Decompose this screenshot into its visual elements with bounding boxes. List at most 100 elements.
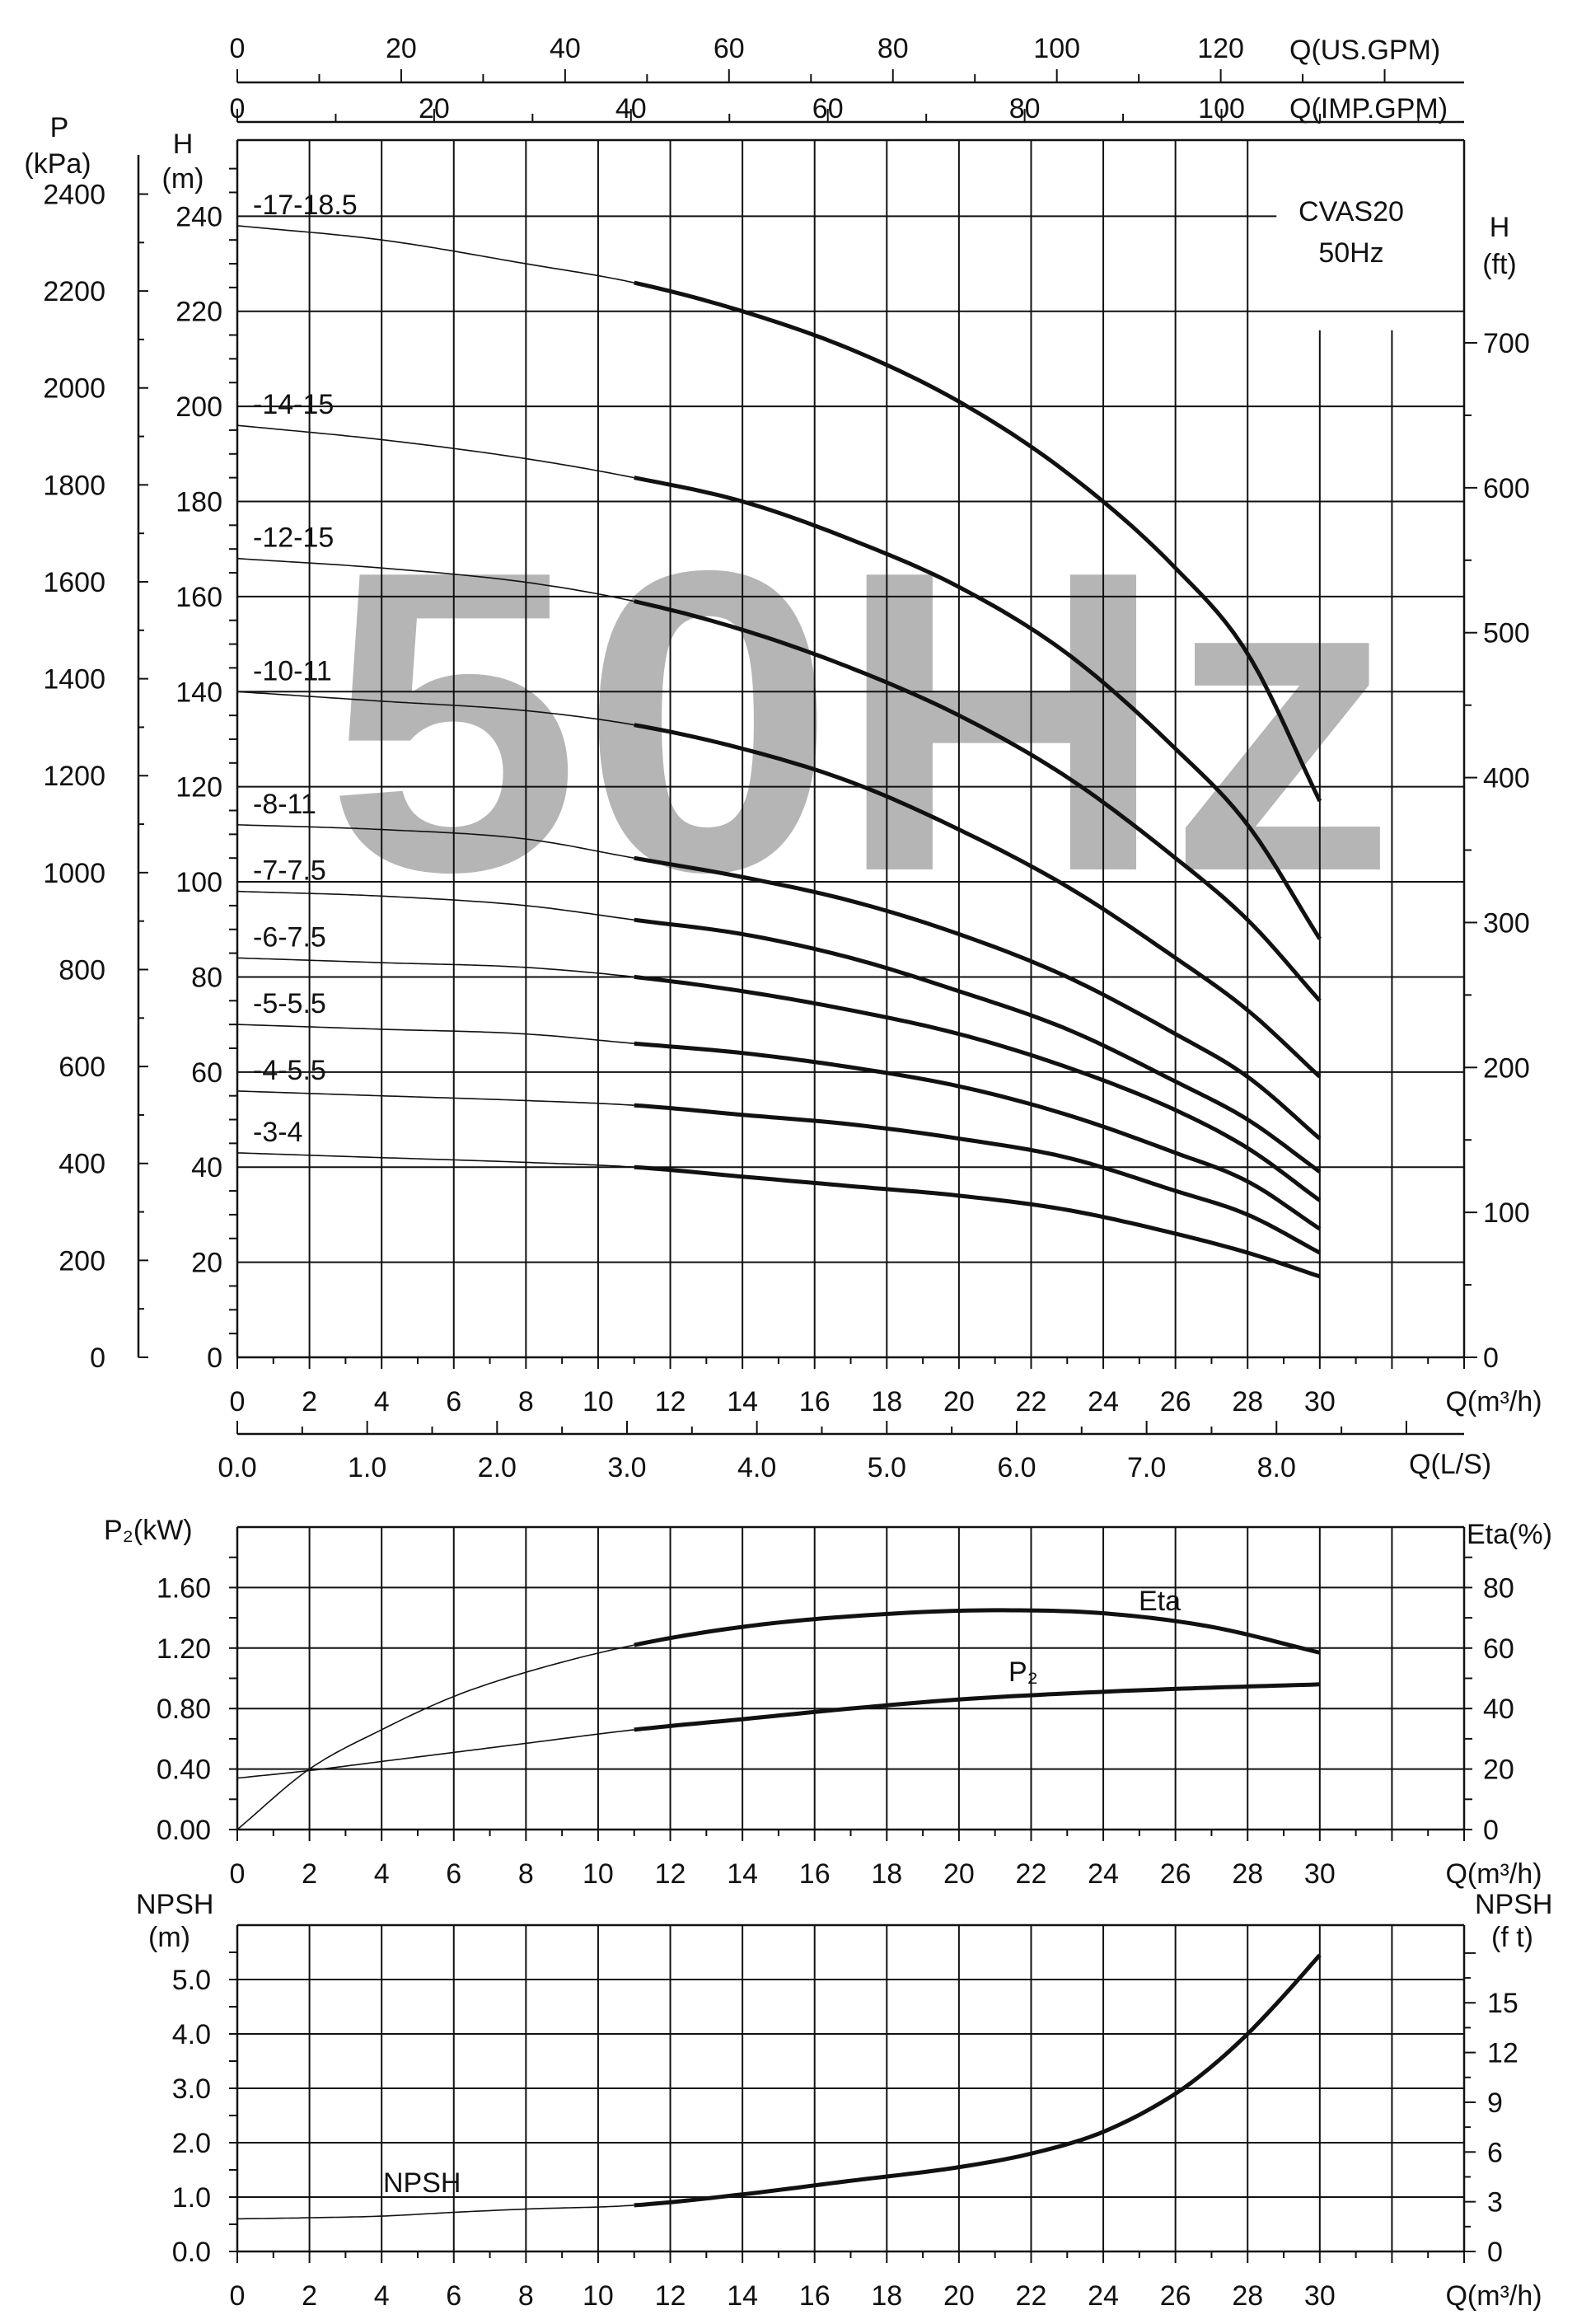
kw-tick-label: 1.20 [157, 1633, 211, 1665]
q-tick-label: 8 [518, 1386, 534, 1417]
feet-tick-label: 500 [1483, 618, 1530, 649]
npsh-ft-tick-label: 6 [1487, 2137, 1503, 2168]
pressure-tick-label: 1000 [43, 858, 105, 889]
pressure-tick-label: 800 [58, 954, 105, 986]
series-label: -8-11 [253, 789, 316, 820]
h-tick-label: 160 [175, 582, 222, 613]
ls-tick-label: 3.0 [607, 1452, 646, 1483]
us-gpm-tick-label: 120 [1197, 33, 1244, 64]
imp-gpm-tick-label: 100 [1198, 93, 1245, 124]
q-tick-label: 20 [943, 1386, 975, 1417]
q-tick-label: 12 [655, 1858, 686, 1890]
q-tick-label: 0 [230, 1386, 246, 1417]
series-label: -14-15 [253, 389, 334, 420]
h-tick-label: 80 [191, 962, 222, 993]
q-tick-label: 14 [727, 1858, 758, 1890]
h-tick-label: 0 [207, 1342, 222, 1374]
q-tick-label: 0 [230, 1858, 246, 1890]
feet-axis-title: H [1490, 212, 1510, 243]
pressure-tick-label: 600 [58, 1052, 105, 1083]
h-tick-label: 100 [175, 867, 222, 898]
q-tick-label: 8 [518, 1858, 534, 1890]
kw-tick-label: 0.00 [157, 1815, 211, 1846]
head-curve7-7-5-thin-segment [236, 890, 634, 921]
head-curve10-11-thin-segment [236, 691, 634, 726]
h-axis-title: H [173, 129, 194, 160]
us-gpm-tick-label: 20 [386, 33, 417, 64]
ls-tick-label: 2.0 [478, 1452, 517, 1483]
h-tick-label: 140 [175, 677, 222, 708]
npsh-chart: 0.01.02.03.04.05.003691215NPSH(m)NPSH(f … [136, 1889, 1552, 2312]
q-tick-label: 26 [1160, 1858, 1191, 1890]
q-tick-label: 4 [374, 1858, 390, 1890]
kw-tick-label: 1.60 [157, 1572, 211, 1604]
curve-npsh-thin-segment [236, 2205, 634, 2220]
h-tick-label: 120 [175, 772, 222, 804]
head-curve14-15-thin-segment [236, 424, 634, 479]
pressure-tick-label: 200 [58, 1245, 105, 1277]
head-curve17-18-5-thin-segment [236, 225, 634, 283]
q-tick-label: 16 [799, 1386, 831, 1417]
h-tick-label: 240 [175, 201, 222, 232]
npsh-m-tick-label: 2.0 [172, 2128, 211, 2159]
npsh-ft-tick-label: 15 [1487, 1988, 1518, 2019]
ls-tick-label: 0.0 [218, 1452, 256, 1483]
q-tick-label: 28 [1232, 1386, 1263, 1417]
npsh-m-tick-label: 4.0 [172, 2019, 211, 2050]
h-tick-label: 60 [191, 1057, 222, 1089]
us-gpm-tick-label: 0 [230, 33, 246, 64]
pressure-tick-label: 400 [58, 1149, 105, 1180]
h-tick-label: 20 [191, 1248, 222, 1279]
feet-tick-label: 700 [1483, 328, 1530, 359]
q-tick-label: 10 [583, 1386, 614, 1417]
ls-axis-title: Q(L/S) [1409, 1449, 1491, 1480]
q-tick-label: 2 [302, 1858, 317, 1890]
head-curve7-7-5-thick-segment [634, 917, 1322, 1174]
curve-eta-thick-segment [634, 1608, 1321, 1655]
q-tick-label: 28 [1232, 1858, 1263, 1890]
eta-tick-label: 80 [1483, 1572, 1514, 1604]
imp-gpm-axis-title: Q(IMP.GPM) [1289, 93, 1448, 124]
pressure-tick-label: 1200 [43, 761, 105, 792]
feet-tick-label: 0 [1483, 1342, 1499, 1374]
pressure-tick-label: 2400 [43, 179, 105, 210]
q-tick-label: 16 [799, 1858, 831, 1890]
q-tick-label: 24 [1088, 2280, 1119, 2312]
q-tick-label: 24 [1088, 1858, 1119, 1890]
ls-tick-label: 6.0 [997, 1452, 1036, 1483]
npsh-m-tick-label: 0.0 [172, 2237, 211, 2268]
head-curve6-7-5-thin-segment [236, 957, 634, 978]
us-gpm-tick-label: 60 [714, 33, 745, 64]
series-label: -3-4 [253, 1117, 302, 1148]
head-curve6-7-5-thick-segment [634, 974, 1322, 1202]
us-gpm-tick-label: 100 [1033, 33, 1080, 64]
npsh-right-axis-title: NPSH [1475, 1889, 1552, 1920]
q-tick-label: 4 [374, 2280, 390, 2312]
h-tick-label: 180 [175, 486, 222, 518]
feet-tick-label: 600 [1483, 473, 1530, 504]
q-tick-label: 26 [1160, 1386, 1191, 1417]
npsh-m-tick-label: 3.0 [172, 2073, 211, 2105]
head-curve-chart: 020406080100120140160180200220240H(m)020… [24, 33, 1542, 1483]
q-axis-title: Q(m³/h) [1445, 1386, 1542, 1417]
q-tick-label: 16 [799, 2280, 831, 2312]
pressure-tick-label: 1800 [43, 470, 105, 501]
npsh-ft-tick-label: 3 [1487, 2187, 1503, 2219]
head-curve5-5-5-thick-segment [634, 1041, 1322, 1231]
q-tick-label: 14 [727, 2280, 758, 2312]
q-tick-label: 6 [446, 1386, 461, 1417]
npsh-curve-label: NPSH [383, 2167, 461, 2199]
imp-gpm-tick-label: 20 [419, 93, 450, 124]
q-axis-title: Q(m³/h) [1445, 2280, 1542, 2312]
curve-p-thick-segment [634, 1682, 1320, 1732]
q-tick-label: 22 [1016, 1386, 1047, 1417]
head-curve5-5-5-thin-segment [236, 1024, 634, 1044]
ls-tick-label: 5.0 [868, 1452, 906, 1483]
curve-eta-thin-segment [236, 1644, 634, 1830]
eta-tick-label: 40 [1483, 1694, 1514, 1725]
npsh-left-axis-unit: (m) [148, 1922, 190, 1953]
q-axis-title: Q(m³/h) [1445, 1858, 1542, 1890]
head-curve12-15-thick-segment [634, 599, 1322, 1002]
head-curve8-11-thin-segment [236, 824, 634, 859]
kw-axis-title: P₂(kW) [104, 1515, 193, 1546]
